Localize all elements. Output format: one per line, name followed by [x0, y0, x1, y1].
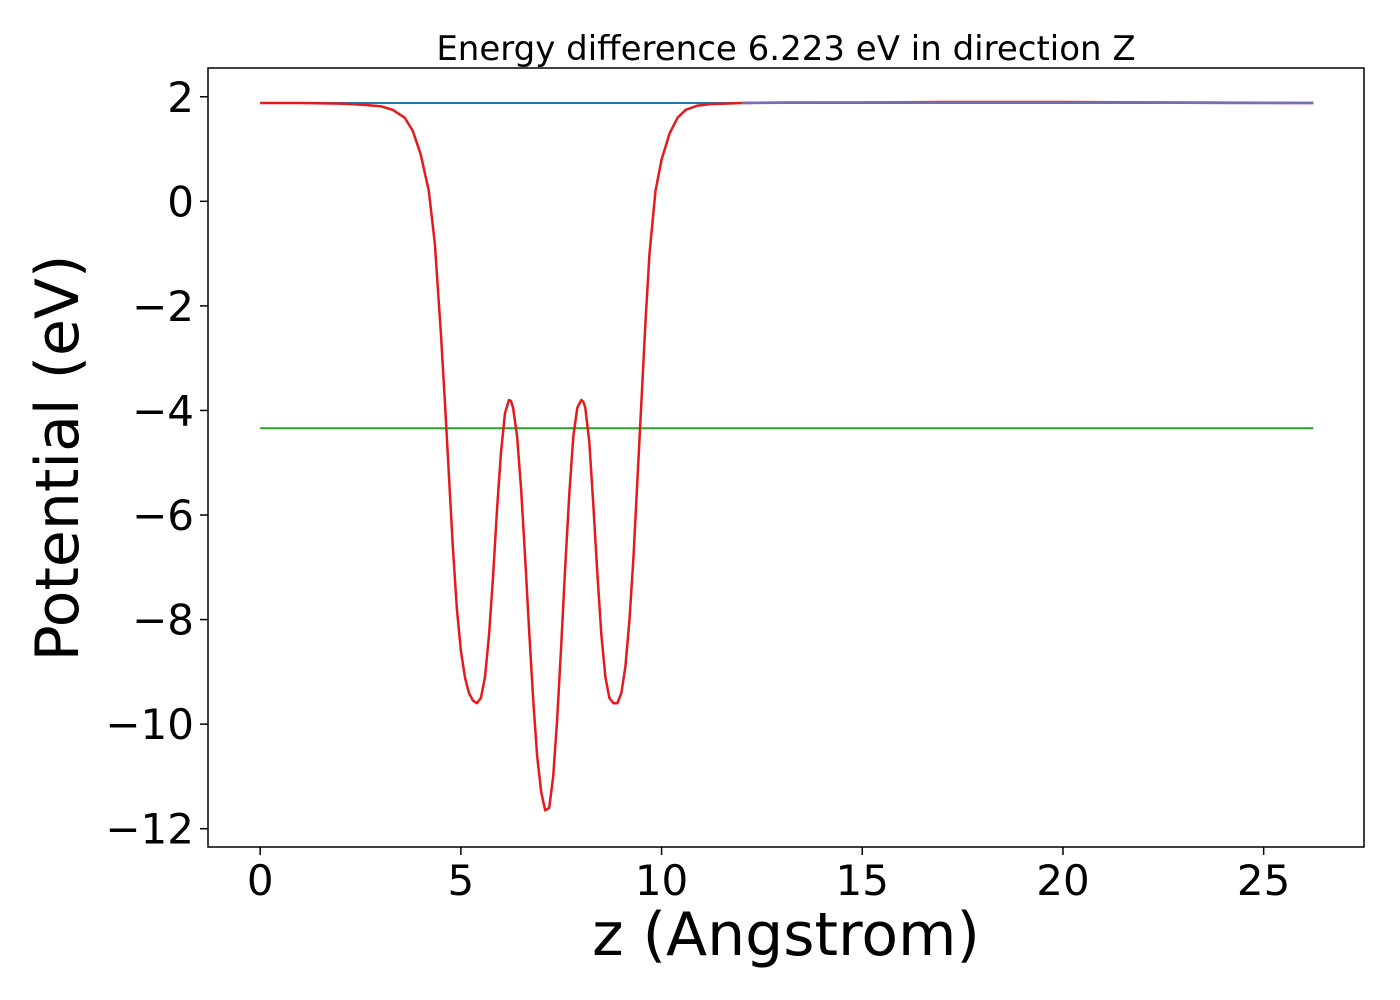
series-line-4: [741, 101, 1314, 105]
series-line-3: [260, 100, 1314, 812]
y-tick-label: −12: [105, 805, 194, 854]
y-axis-label: Potential (eV): [23, 255, 93, 662]
y-tick-label: −8: [132, 596, 194, 645]
x-tick-label: 10: [635, 856, 688, 905]
x-tick-label: 5: [448, 856, 475, 905]
x-axis-label: z (Angstrom): [592, 900, 980, 970]
y-tick-label: 2: [167, 73, 194, 122]
x-tick-label: 20: [1036, 856, 1089, 905]
chart-title: Energy difference 6.223 eV in direction …: [436, 29, 1135, 69]
x-tick-label: 15: [836, 856, 889, 905]
x-axis: 0 5 10 15 20 25: [247, 847, 1290, 905]
plot-area: [260, 100, 1314, 812]
x-tick-label: 25: [1237, 856, 1290, 905]
y-tick-label: −2: [132, 282, 194, 331]
y-tick-label: 0: [167, 177, 194, 226]
y-axis: 2 0 −2 −4 −6 −8 −10 −12: [105, 73, 208, 854]
y-tick-label: −4: [132, 386, 194, 435]
y-tick-label: −6: [132, 491, 194, 540]
axes-frame: [207, 67, 1365, 848]
x-tick-label: 0: [247, 856, 274, 905]
y-tick-label: −10: [105, 700, 194, 749]
